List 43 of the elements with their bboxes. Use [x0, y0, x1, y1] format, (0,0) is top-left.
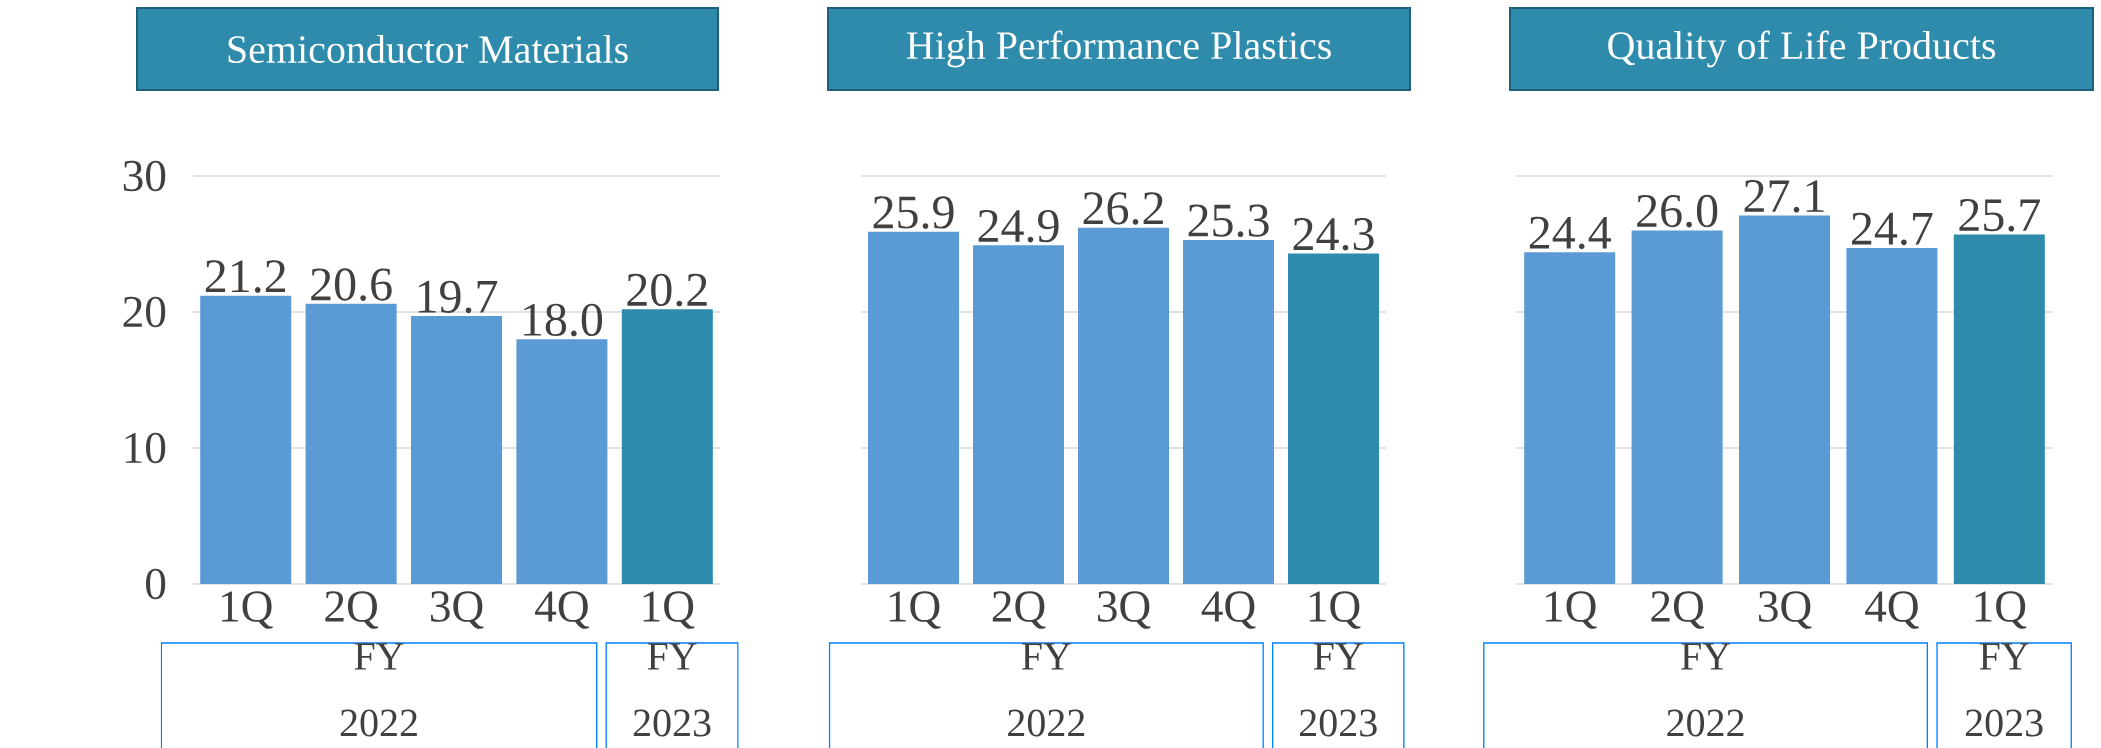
text: FY 2022 [340, 643, 417, 737]
x-tick-label: 1Q [1546, 591, 1597, 629]
x-tick-label: 4Q [1865, 591, 1919, 629]
data-label: 25.9 [873, 196, 954, 229]
x-tick-label: 1Q [1309, 591, 1361, 629]
data-label: 26.2 [1083, 192, 1163, 225]
x-tick-label: 2Q [1651, 591, 1705, 629]
data-label: 24.3 [1293, 218, 1374, 251]
y-tick-label: 10 [125, 432, 166, 464]
text: FY 2022 [1008, 643, 1085, 737]
chart-title: High Performance Plastics [906, 30, 1331, 68]
x-tick-label: 3Q [1758, 591, 1812, 629]
data-label: 20.6 [311, 268, 392, 301]
data-label: 24.9 [978, 209, 1059, 243]
data-label: 25.3 [1188, 204, 1269, 237]
y-tick-label: 30 [123, 160, 166, 192]
data-label: 21.2 [205, 260, 286, 293]
chart-title: Semiconductor Materials [228, 34, 628, 64]
x-tick-label: 4Q [535, 591, 589, 629]
x-tick-label: 1Q [643, 591, 695, 629]
chart-title: Quality of Life Products [1608, 30, 1996, 68]
x-tick-label: 3Q [1097, 591, 1151, 629]
data-label: 26.0 [1637, 194, 1718, 228]
data-label: 25.7 [1959, 199, 2040, 232]
x-tick-label: 1Q [889, 591, 941, 629]
x-tick-label: 2Q [992, 591, 1046, 629]
x-tick-label: 3Q [430, 591, 484, 629]
x-tick-label: 2Q [325, 591, 379, 629]
text: FY 2022 [1667, 643, 1744, 737]
x-tick-label: 1Q [222, 591, 273, 629]
text: FY 2023 [633, 643, 711, 737]
text: FY 2023 [1299, 643, 1377, 737]
y-tick-label: 20 [123, 296, 166, 328]
x-tick-label: 4Q [1201, 591, 1256, 629]
text: FY 2023 [1965, 643, 2043, 737]
data-label: 27.1 [1744, 180, 1824, 213]
data-label: 19.7 [418, 280, 498, 314]
x-tick-label: 1Q [1975, 591, 2027, 629]
data-label: 24.7 [1852, 212, 1933, 246]
data-label: 18.0 [524, 303, 603, 337]
data-label: 20.2 [627, 273, 707, 307]
y-tick-label: 0 [146, 568, 166, 600]
data-label: 24.4 [1529, 216, 1611, 250]
